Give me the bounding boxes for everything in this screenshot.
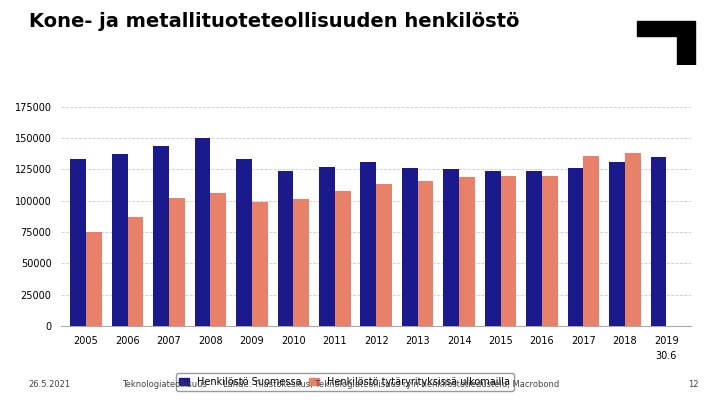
Bar (153, 146, 169, 326)
Bar (236, 160, 252, 326)
Bar (677, 36, 695, 65)
Bar (418, 181, 433, 326)
Bar (169, 198, 185, 326)
Legend: Henkilöstö Suomessa, Henkilöstö tytäryrityksissä ulkomailla: Henkilöstö Suomessa, Henkilöstö tytäryri… (176, 373, 514, 391)
Bar (625, 153, 641, 326)
Bar (459, 177, 475, 326)
Bar (277, 171, 293, 326)
Bar (210, 193, 226, 326)
Text: 30.6: 30.6 (656, 351, 677, 361)
Text: 26.5.2021: 26.5.2021 (29, 380, 71, 389)
Bar (500, 176, 516, 326)
Bar (637, 21, 695, 36)
Bar (583, 156, 599, 326)
Bar (86, 232, 102, 326)
Bar (112, 154, 127, 326)
Bar (609, 162, 625, 326)
Text: 12: 12 (688, 380, 698, 389)
Bar (567, 168, 583, 326)
Bar (485, 171, 500, 326)
Bar (252, 202, 268, 326)
Bar (542, 176, 558, 326)
Bar (194, 138, 210, 326)
Bar (402, 168, 418, 326)
Bar (71, 160, 86, 326)
Text: Kone- ja metallituoteteollisuuden henkilöstö: Kone- ja metallituoteteollisuuden henkil… (29, 12, 519, 31)
Bar (526, 171, 542, 326)
Bar (376, 184, 392, 326)
Bar (651, 157, 666, 326)
Bar (319, 167, 335, 326)
Bar (444, 169, 459, 326)
Bar (293, 200, 309, 326)
Bar (335, 191, 351, 326)
Bar (127, 217, 143, 326)
Text: Lähde: Tilastokeskus, Teknologiateollisuus ry:n henkilöstötiedustelu, Macrobond: Lähde: Tilastokeskus, Teknologiateollisu… (223, 380, 559, 389)
Text: Teknologiateollisuus: Teknologiateollisuus (122, 380, 207, 389)
Bar (361, 162, 376, 326)
